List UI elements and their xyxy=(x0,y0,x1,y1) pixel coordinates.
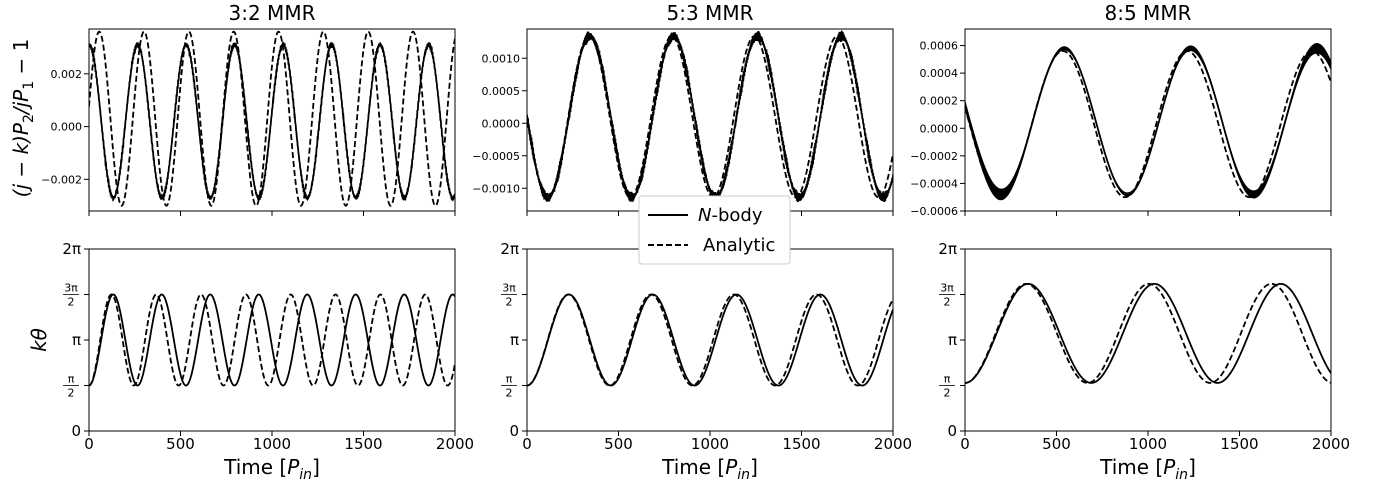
ytick-label: 0.0005 xyxy=(482,85,521,98)
top-ylabel: (j − k)P2/jP1 − 1 xyxy=(9,39,37,198)
xtick-label: 1000 xyxy=(253,435,291,453)
ytick-label: −0.0002 xyxy=(910,150,958,163)
ytick-label: 2π xyxy=(62,240,81,258)
axes-frame xyxy=(964,28,1332,212)
axes-frame xyxy=(526,28,894,212)
xlabel-left: Time [Pin] xyxy=(223,455,320,483)
series-nbody-band xyxy=(965,43,1331,201)
ytick-label: 3π2 xyxy=(939,282,955,309)
xtick-label: 0 xyxy=(84,435,94,453)
series-analytic-line xyxy=(89,30,455,207)
panel-1: −0.0010 −0.0005 0.0000 0.0005 0.0010 xyxy=(472,28,894,216)
ytick-label: 0 xyxy=(947,422,957,440)
xtick-label: 500 xyxy=(166,435,195,453)
ytick-label: π xyxy=(72,331,81,349)
xtick-label: 2000 xyxy=(874,435,912,453)
panel-0: −0.002 0.000 0.002 xyxy=(41,28,456,216)
legend-label-analytic: Analytic xyxy=(703,235,775,256)
xtick-label: 0 xyxy=(522,435,532,453)
ytick-label: 0.0000 xyxy=(482,117,521,130)
svg-text:2: 2 xyxy=(506,296,513,309)
xtick-label: 1000 xyxy=(691,435,729,453)
svg-text:2: 2 xyxy=(68,296,75,309)
ytick-label: 0 xyxy=(71,422,81,440)
ytick-label: π xyxy=(510,331,519,349)
series-analytic-line xyxy=(965,50,1331,199)
xtick-label: 1500 xyxy=(344,435,382,453)
xtick-label: 500 xyxy=(604,435,633,453)
xtick-label: 2000 xyxy=(436,435,474,453)
legend-box xyxy=(638,195,791,265)
svg-text:2: 2 xyxy=(68,387,75,400)
ytick-label: −0.002 xyxy=(41,173,82,186)
svg-text:3π: 3π xyxy=(940,282,954,295)
ytick-label: π2 xyxy=(501,373,517,400)
svg-text:2: 2 xyxy=(944,296,951,309)
xtick-label: 500 xyxy=(1042,435,1071,453)
series-nbody-line xyxy=(89,293,455,387)
ytick-label: 0.0002 xyxy=(920,95,959,108)
ytick-label: 0.0000 xyxy=(920,122,959,135)
series-analytic-line xyxy=(89,293,455,387)
ytick-label: 2π xyxy=(500,240,519,258)
xtick-label: 0 xyxy=(960,435,970,453)
axes-frame xyxy=(964,248,1332,432)
ytick-label: π xyxy=(948,331,957,349)
axes-frame xyxy=(526,248,894,432)
ytick-label: −0.0005 xyxy=(472,150,520,163)
ytick-label: 0.002 xyxy=(51,68,83,81)
xlabel-middle: Time [Pin] xyxy=(661,455,758,483)
series-analytic-line xyxy=(527,35,893,199)
svg-text:π: π xyxy=(506,373,513,386)
xtick-label: 2000 xyxy=(1312,435,1350,453)
legend-label-nbody: N-body xyxy=(698,205,763,226)
svg-text:3π: 3π xyxy=(64,282,78,295)
series-nbody-line xyxy=(527,29,893,203)
xtick-label: 1500 xyxy=(1220,435,1258,453)
series-nbody-line xyxy=(89,40,455,202)
svg-text:3π: 3π xyxy=(502,282,516,295)
panel-title-8-5: 8:5 MMR xyxy=(1105,1,1192,25)
ytick-label: −0.0010 xyxy=(472,182,520,195)
xtick-label: 1000 xyxy=(1129,435,1167,453)
ytick-label: π2 xyxy=(63,373,79,400)
series-nbody-line xyxy=(965,282,1331,384)
panels: −0.002 0.000 0.002 −0.0010 −0.0005 0.0000 0.00… xyxy=(41,28,1350,453)
ytick-label: −0.0006 xyxy=(910,205,958,218)
ytick-label: 3π2 xyxy=(63,282,79,309)
ytick-label: −0.0004 xyxy=(910,177,958,190)
ytick-label: 0.000 xyxy=(51,121,83,134)
axes-frame xyxy=(88,248,456,432)
svg-text:2: 2 xyxy=(506,387,513,400)
ytick-label: 2π xyxy=(938,240,957,258)
ytick-label: 0 xyxy=(509,422,519,440)
series-analytic-line xyxy=(527,293,893,387)
panel-2: −0.0006 −0.0004 −0.0002 0.0000 0.0002 0.0004 0… xyxy=(910,28,1332,218)
series-analytic-line xyxy=(965,282,1331,384)
svg-text:π: π xyxy=(68,373,75,386)
ytick-label: 0.0010 xyxy=(482,52,521,65)
series-nbody-line xyxy=(527,293,893,387)
ytick-label: 0.0004 xyxy=(920,67,959,80)
panel-title-5-3: 5:3 MMR xyxy=(667,1,754,25)
svg-text:π: π xyxy=(944,373,951,386)
ytick-label: 3π2 xyxy=(501,282,517,309)
xlabel-right: Time [Pin] xyxy=(1099,455,1196,483)
legend: N-body Analytic xyxy=(638,195,791,265)
panel-title-3-2: 3:2 MMR xyxy=(229,1,316,25)
axes-frame xyxy=(88,28,456,212)
series-nbody-line xyxy=(965,47,1331,196)
ytick-label: π2 xyxy=(939,373,955,400)
ytick-label: 0.0006 xyxy=(920,40,959,53)
bottom-ylabel: kθ xyxy=(27,328,51,352)
svg-text:2: 2 xyxy=(944,387,951,400)
xtick-label: 1500 xyxy=(782,435,820,453)
